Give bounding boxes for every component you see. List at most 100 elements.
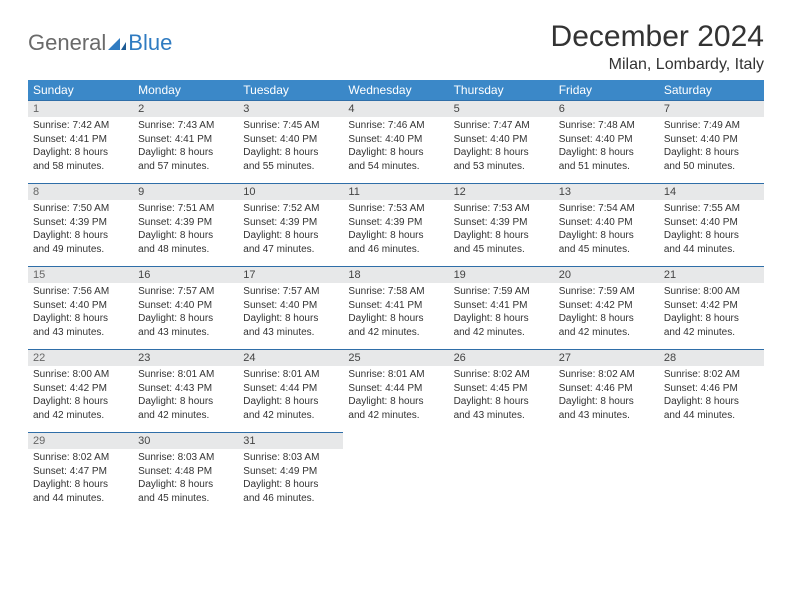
day2-line: and 43 minutes. — [454, 409, 549, 423]
day2-line: and 43 minutes. — [559, 409, 654, 423]
day-cell: Sunrise: 7:49 AMSunset: 4:40 PMDaylight:… — [659, 117, 764, 184]
sunrise-line: Sunrise: 8:02 AM — [664, 368, 759, 382]
day-number: 17 — [238, 267, 343, 284]
day-content-row: Sunrise: 7:42 AMSunset: 4:41 PMDaylight:… — [28, 117, 764, 184]
sunset-line: Sunset: 4:42 PM — [559, 299, 654, 313]
day-number: 21 — [659, 267, 764, 284]
day1-line: Daylight: 8 hours — [664, 146, 759, 160]
sunrise-line: Sunrise: 8:02 AM — [33, 451, 128, 465]
day2-line: and 45 minutes. — [559, 243, 654, 257]
day-cell — [659, 449, 764, 515]
sunrise-line: Sunrise: 7:57 AM — [138, 285, 233, 299]
day-cell: Sunrise: 7:55 AMSunset: 4:40 PMDaylight:… — [659, 200, 764, 267]
sunset-line: Sunset: 4:39 PM — [243, 216, 338, 230]
sunrise-line: Sunrise: 8:03 AM — [138, 451, 233, 465]
day-number: 28 — [659, 350, 764, 367]
day-cell: Sunrise: 7:57 AMSunset: 4:40 PMDaylight:… — [133, 283, 238, 350]
sunrise-line: Sunrise: 7:54 AM — [559, 202, 654, 216]
brand-part1: General — [28, 30, 106, 56]
sunset-line: Sunset: 4:48 PM — [138, 465, 233, 479]
dow-wednesday: Wednesday — [343, 80, 448, 101]
day-header-row: Sunday Monday Tuesday Wednesday Thursday… — [28, 80, 764, 101]
day2-line: and 46 minutes. — [243, 492, 338, 506]
day-number: 30 — [133, 433, 238, 450]
sunrise-line: Sunrise: 8:01 AM — [243, 368, 338, 382]
day-number: 18 — [343, 267, 448, 284]
day-number: 1 — [28, 101, 133, 118]
day2-line: and 49 minutes. — [33, 243, 128, 257]
day2-line: and 42 minutes. — [348, 409, 443, 423]
day-cell: Sunrise: 7:59 AMSunset: 4:42 PMDaylight:… — [554, 283, 659, 350]
day1-line: Daylight: 8 hours — [243, 146, 338, 160]
day-cell: Sunrise: 8:00 AMSunset: 4:42 PMDaylight:… — [28, 366, 133, 433]
day-number: 9 — [133, 184, 238, 201]
sunset-line: Sunset: 4:40 PM — [559, 133, 654, 147]
day-number: 15 — [28, 267, 133, 284]
day1-line: Daylight: 8 hours — [243, 395, 338, 409]
day-cell: Sunrise: 7:46 AMSunset: 4:40 PMDaylight:… — [343, 117, 448, 184]
day1-line: Daylight: 8 hours — [33, 146, 128, 160]
sunset-line: Sunset: 4:41 PM — [348, 299, 443, 313]
daynum-row: 1234567 — [28, 101, 764, 118]
day-number: 27 — [554, 350, 659, 367]
dow-thursday: Thursday — [449, 80, 554, 101]
sunrise-line: Sunrise: 8:01 AM — [138, 368, 233, 382]
sunset-line: Sunset: 4:45 PM — [454, 382, 549, 396]
sunrise-line: Sunrise: 8:02 AM — [454, 368, 549, 382]
day-number: 11 — [343, 184, 448, 201]
day-cell: Sunrise: 7:59 AMSunset: 4:41 PMDaylight:… — [449, 283, 554, 350]
day2-line: and 53 minutes. — [454, 160, 549, 174]
day-cell: Sunrise: 7:45 AMSunset: 4:40 PMDaylight:… — [238, 117, 343, 184]
day-cell: Sunrise: 7:54 AMSunset: 4:40 PMDaylight:… — [554, 200, 659, 267]
day2-line: and 51 minutes. — [559, 160, 654, 174]
sunset-line: Sunset: 4:39 PM — [454, 216, 549, 230]
day-cell: Sunrise: 7:53 AMSunset: 4:39 PMDaylight:… — [343, 200, 448, 267]
day-cell: Sunrise: 7:51 AMSunset: 4:39 PMDaylight:… — [133, 200, 238, 267]
sunrise-line: Sunrise: 7:45 AM — [243, 119, 338, 133]
sunset-line: Sunset: 4:47 PM — [33, 465, 128, 479]
sunset-line: Sunset: 4:42 PM — [33, 382, 128, 396]
day2-line: and 45 minutes. — [454, 243, 549, 257]
day1-line: Daylight: 8 hours — [454, 395, 549, 409]
dow-monday: Monday — [133, 80, 238, 101]
title-block: December 2024 Milan, Lombardy, Italy — [551, 20, 764, 74]
day1-line: Daylight: 8 hours — [33, 478, 128, 492]
day-number — [449, 433, 554, 450]
calendar-page: General Blue December 2024 Milan, Lombar… — [0, 0, 792, 515]
day-number: 24 — [238, 350, 343, 367]
sunrise-line: Sunrise: 7:47 AM — [454, 119, 549, 133]
day-cell: Sunrise: 7:58 AMSunset: 4:41 PMDaylight:… — [343, 283, 448, 350]
day1-line: Daylight: 8 hours — [664, 395, 759, 409]
sunset-line: Sunset: 4:44 PM — [243, 382, 338, 396]
sunset-line: Sunset: 4:43 PM — [138, 382, 233, 396]
calendar-body: 1234567Sunrise: 7:42 AMSunset: 4:41 PMDa… — [28, 101, 764, 516]
day-number — [343, 433, 448, 450]
day2-line: and 43 minutes. — [243, 326, 338, 340]
day-number: 19 — [449, 267, 554, 284]
day1-line: Daylight: 8 hours — [664, 229, 759, 243]
day-cell: Sunrise: 7:56 AMSunset: 4:40 PMDaylight:… — [28, 283, 133, 350]
day1-line: Daylight: 8 hours — [454, 312, 549, 326]
daynum-row: 891011121314 — [28, 184, 764, 201]
sunrise-line: Sunrise: 7:57 AM — [243, 285, 338, 299]
day1-line: Daylight: 8 hours — [243, 478, 338, 492]
day2-line: and 54 minutes. — [348, 160, 443, 174]
sunset-line: Sunset: 4:44 PM — [348, 382, 443, 396]
day2-line: and 47 minutes. — [243, 243, 338, 257]
day-cell: Sunrise: 8:00 AMSunset: 4:42 PMDaylight:… — [659, 283, 764, 350]
daynum-row: 293031 — [28, 433, 764, 450]
sunrise-line: Sunrise: 7:55 AM — [664, 202, 759, 216]
day-cell: Sunrise: 8:01 AMSunset: 4:43 PMDaylight:… — [133, 366, 238, 433]
sunrise-line: Sunrise: 7:42 AM — [33, 119, 128, 133]
day1-line: Daylight: 8 hours — [559, 229, 654, 243]
sunrise-line: Sunrise: 7:51 AM — [138, 202, 233, 216]
day1-line: Daylight: 8 hours — [454, 229, 549, 243]
day-cell: Sunrise: 7:50 AMSunset: 4:39 PMDaylight:… — [28, 200, 133, 267]
day-number — [659, 433, 764, 450]
sunset-line: Sunset: 4:40 PM — [454, 133, 549, 147]
day-cell: Sunrise: 8:02 AMSunset: 4:47 PMDaylight:… — [28, 449, 133, 515]
sunrise-line: Sunrise: 8:02 AM — [559, 368, 654, 382]
day1-line: Daylight: 8 hours — [138, 229, 233, 243]
day2-line: and 55 minutes. — [243, 160, 338, 174]
day-cell: Sunrise: 8:03 AMSunset: 4:49 PMDaylight:… — [238, 449, 343, 515]
